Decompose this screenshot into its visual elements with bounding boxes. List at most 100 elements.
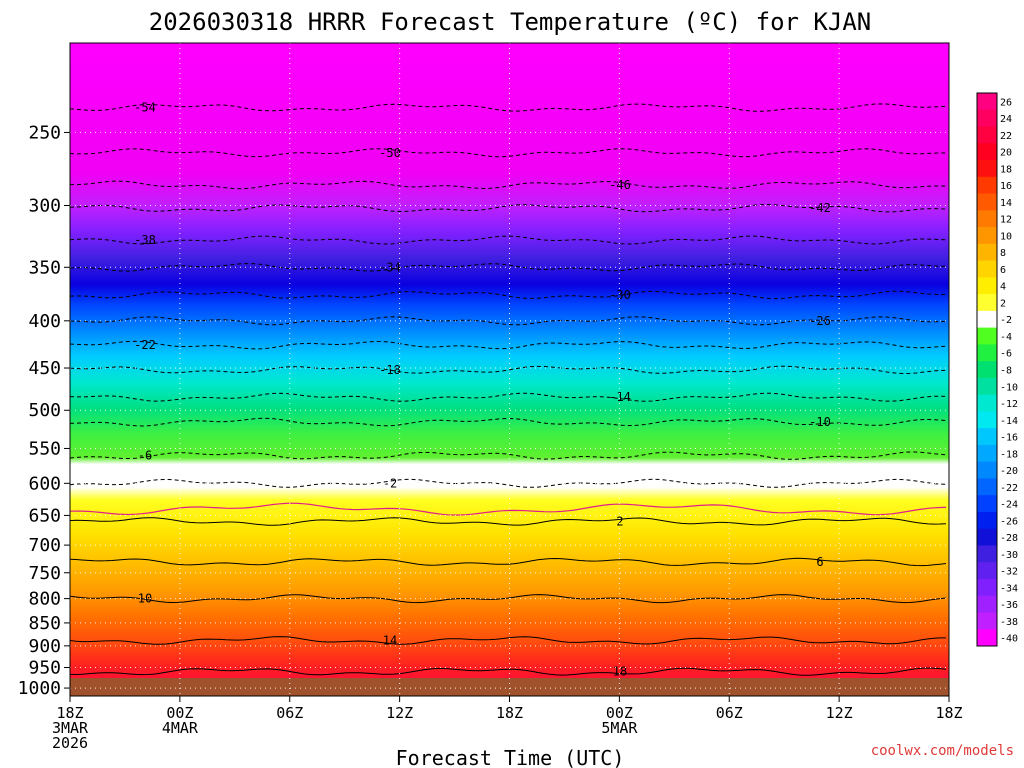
colorbar-swatch xyxy=(977,160,997,178)
colorbar-label: -14 xyxy=(1000,416,1018,427)
colorbar: 26 24 22 20 18 16 14 12 10 8 6 4 2 -2 -4 -6 -8 -10 -12 -14 -… xyxy=(976,92,1018,647)
isotherm-label: -38 xyxy=(134,233,156,247)
colorbar-swatch xyxy=(977,277,997,295)
colorbar-label: -6 xyxy=(1000,349,1012,360)
isotherm-label: -46 xyxy=(609,178,631,192)
x-tick-label: 00Z xyxy=(606,704,633,722)
y-tick-label: 550 xyxy=(28,438,61,459)
colorbar-label: -4 xyxy=(1000,332,1012,343)
colorbar-label: -2 xyxy=(1000,315,1012,326)
credit-text[interactable]: coolwx.com/models xyxy=(870,743,1014,759)
colorbar-label: 18 xyxy=(1000,164,1012,175)
colorbar-label: 8 xyxy=(1000,248,1006,259)
colorbar-label: -30 xyxy=(1000,550,1018,561)
isotherm-label: -10 xyxy=(809,415,831,429)
colorbar-swatch xyxy=(977,428,997,446)
colorbar-swatch xyxy=(977,511,997,530)
x-tick-label: 18Z xyxy=(935,704,962,722)
y-tick-label: 950 xyxy=(28,658,61,679)
colorbar-label: 10 xyxy=(1000,231,1012,242)
colorbar-label: -8 xyxy=(1000,366,1012,377)
x-tick-label: 06Z xyxy=(716,704,743,722)
x-tick-label: 12Z xyxy=(826,704,853,722)
x-tick-label: 4MAR xyxy=(162,719,199,737)
y-tick-label: 350 xyxy=(28,257,61,278)
colorbar-label: 12 xyxy=(1000,215,1012,226)
colorbar-swatch xyxy=(977,294,997,312)
colorbar-swatch xyxy=(977,361,997,379)
colorbar-swatch xyxy=(977,327,997,345)
colorbar-label: 24 xyxy=(1000,114,1012,125)
isotherm-line xyxy=(70,667,947,676)
colorbar-swatch xyxy=(977,545,997,563)
colorbar-swatch xyxy=(977,444,997,463)
colorbar-swatch xyxy=(977,394,997,412)
isotherm-line xyxy=(70,557,947,567)
y-tick-label: 800 xyxy=(28,589,61,610)
colorbar-swatch xyxy=(977,193,997,211)
colorbar-swatch xyxy=(977,109,997,128)
colorbar-label: 2 xyxy=(1000,298,1006,309)
colorbar-label: 22 xyxy=(1000,131,1012,142)
isotherm-label: 18 xyxy=(613,665,627,679)
colorbar-label: -40 xyxy=(1000,634,1018,645)
colorbar-swatch xyxy=(977,93,997,111)
y-tick-label: 450 xyxy=(28,358,61,379)
colorbar-swatch xyxy=(977,629,997,647)
y-tick-label: 700 xyxy=(28,535,61,556)
colorbar-label: -32 xyxy=(1000,567,1018,578)
y-tick-label: 600 xyxy=(28,473,61,494)
x-tick-label: 18Z xyxy=(56,704,83,722)
colorbar-swatch xyxy=(977,411,997,429)
x-tick-label: 00Z xyxy=(166,704,193,722)
x-tick-label: 12Z xyxy=(386,704,413,722)
isotherm-label: -54 xyxy=(134,101,156,115)
isotherm-label: -50 xyxy=(379,146,401,160)
colorbar-swatch xyxy=(977,126,997,144)
colorbar-label: -16 xyxy=(1000,433,1018,444)
isotherm-line xyxy=(70,594,947,604)
colorbar-swatch xyxy=(977,595,997,613)
isotherm-label: -30 xyxy=(609,288,631,302)
colorbar-swatch xyxy=(977,143,997,161)
isotherm-label: -22 xyxy=(134,338,156,352)
colorbar-label: -12 xyxy=(1000,399,1018,410)
isotherm-label: -42 xyxy=(809,201,831,215)
colorbar-label: -38 xyxy=(1000,617,1018,628)
colorbar-swatch xyxy=(977,243,997,262)
colorbar-label: -20 xyxy=(1000,466,1018,477)
x-tick-label: 18Z xyxy=(496,704,523,722)
colorbar-label: 14 xyxy=(1000,198,1012,209)
colorbar-swatch xyxy=(977,377,997,396)
colorbar-label: 16 xyxy=(1000,181,1012,192)
isotherm-layer: -54-50-46-42-38-34-30-26-22-18-14-10-6-2… xyxy=(70,101,947,679)
y-tick-label: 850 xyxy=(28,613,61,634)
y-tick-label: 900 xyxy=(28,636,61,657)
colorbar-label: 20 xyxy=(1000,148,1012,159)
y-tick-label: 500 xyxy=(28,400,61,421)
colorbar-swatch xyxy=(977,260,997,278)
colorbar-swatch xyxy=(977,495,997,513)
isotherm-label: 14 xyxy=(383,633,397,647)
y-tick-label: 250 xyxy=(28,122,61,143)
freezing-line xyxy=(70,502,947,516)
colorbar-label: -22 xyxy=(1000,483,1018,494)
colorbar-swatch xyxy=(977,227,997,245)
isotherm-label: 2 xyxy=(616,515,623,529)
y-tick-label: 300 xyxy=(28,196,61,217)
isotherm-label: 6 xyxy=(816,555,823,569)
chart-title: 2026030318 HRRR Forecast Temperature (ºC… xyxy=(149,8,871,36)
x-tick-label: 06Z xyxy=(276,704,303,722)
colorbar-label: -26 xyxy=(1000,516,1018,527)
colorbar-label: -36 xyxy=(1000,600,1018,611)
colorbar-swatch xyxy=(977,578,997,597)
colorbar-swatch xyxy=(977,461,997,479)
colorbar-label: -10 xyxy=(1000,382,1018,393)
isotherm-line xyxy=(70,636,946,645)
colorbar-label: -34 xyxy=(1000,583,1018,594)
colorbar-label: 4 xyxy=(1000,282,1006,293)
y-tick-label: 650 xyxy=(28,505,61,526)
colorbar-label: 26 xyxy=(1000,97,1012,108)
